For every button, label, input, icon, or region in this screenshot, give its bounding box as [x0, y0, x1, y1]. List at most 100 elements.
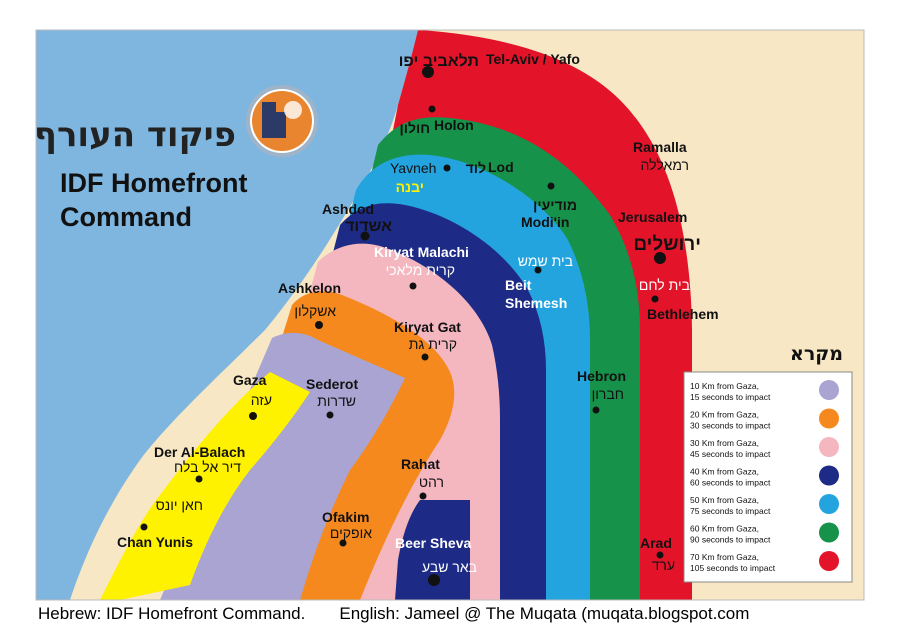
label-telaviv-en: Tel-Aviv / Yafo [486, 51, 580, 67]
city-dot-ofakim [339, 539, 347, 547]
city-dot-holon [428, 105, 436, 113]
legend-item-line2: 75 seconds to impact [690, 506, 771, 516]
city-dot-jerusalem [654, 252, 666, 264]
legend-item-line1: 50 Km from Gaza, [690, 495, 759, 505]
label-gaza-en: Gaza [233, 372, 267, 388]
label-yavneh-en: Yavneh [390, 160, 436, 176]
legend-swatch [819, 522, 839, 543]
caption-english-credit: English: Jameel @ The Muqata (muqata.blo… [339, 604, 750, 623]
legend-item-line1: 30 Km from Gaza, [690, 438, 759, 448]
title-hebrew: פיקוד העורף [34, 115, 236, 155]
label-beer-sheva-he: באר שבע [422, 559, 477, 575]
legend-swatch [819, 494, 839, 514]
label-modiin-he: מודיעין [533, 197, 577, 213]
label-lod-he: לוד [466, 160, 486, 176]
city-dot-modiin [547, 182, 555, 190]
image-caption: Hebrew: IDF Homefront Command. English: J… [38, 604, 783, 624]
label-ashkelon-he: אשקלון [294, 303, 336, 319]
label-beit-shemesh-en1: Beit [505, 277, 532, 293]
legend-item-line2: 60 seconds to impact [690, 478, 771, 488]
legend-item-line2: 15 seconds to impact [690, 392, 771, 402]
city-dot-kiryat-malachi [409, 282, 417, 290]
city-dot-beer-sheva [428, 574, 440, 586]
label-der-al-balach-en: Der Al-Balach [154, 444, 245, 460]
city-dot-der-al-balach [195, 475, 203, 483]
range-zone-10km [160, 332, 405, 600]
caption-hebrew-credit: Hebrew: IDF Homefront Command. [38, 604, 306, 623]
legend-swatch [819, 408, 839, 429]
legend-swatch [819, 551, 839, 571]
label-hebron-en: Hebron [577, 368, 626, 384]
title-line2: Command [60, 202, 192, 232]
city-dot-hebron [592, 406, 600, 414]
legend-item-line1: 10 Km from Gaza, [690, 381, 759, 391]
label-der-al-balach-he: דיר אל בלח [174, 459, 241, 475]
label-beit-shemesh-he: בית שמש [518, 253, 573, 269]
legend: מקרא 10 Km from Gaza,15 seconds to impac… [683, 343, 853, 583]
label-jerusalem-he: ירושלים [633, 234, 701, 255]
city-dot-gaza [249, 412, 257, 420]
label-kiryat-gat-he: קרית גת [409, 336, 457, 352]
city-dot-ashkelon [315, 321, 323, 329]
city-dot-telaviv [422, 66, 434, 78]
city-dot-bethlehem [651, 295, 659, 303]
label-lod-en: Lod [488, 159, 514, 175]
label-rahat-he: רהט [419, 474, 444, 490]
label-telaviv-he: תלאביב יפו [399, 52, 479, 70]
city-dot-arad [656, 551, 664, 559]
legend-item-line1: 40 Km from Gaza, [690, 467, 759, 477]
label-yavneh-he: יבנה [396, 179, 424, 195]
label-gaza-he: עזה [251, 392, 272, 408]
label-ofakim-he: אופקים [330, 525, 372, 541]
label-kiryat-malachi-en: Kiryat Malachi [374, 244, 469, 260]
label-rahat-en: Rahat [401, 456, 440, 472]
city-markers [140, 66, 666, 586]
label-beer-sheva-en: Beer Sheva [395, 535, 471, 551]
legend-item-line1: 60 Km from Gaza, [690, 524, 759, 534]
legend-item-line2: 105 seconds to impact [690, 563, 776, 573]
gaza-strip [100, 372, 310, 600]
legend-swatch [819, 380, 839, 400]
label-bethlehem-he: בית לחם [639, 277, 690, 293]
label-kiryat-gat-en: Kiryat Gat [394, 319, 461, 335]
label-ashdod-en: Ashdod [322, 201, 374, 217]
city-dot-chan-yunis [140, 523, 148, 531]
legend-item-line2: 45 seconds to impact [690, 449, 771, 459]
label-ramalla-en: Ramalla [633, 139, 687, 155]
city-dot-rahat [419, 492, 427, 500]
city-dot-sederot [326, 411, 334, 419]
label-kiryat-malachi-he: קרית מלאכי [386, 262, 455, 278]
label-hebron-he: חברון [592, 386, 624, 402]
range-zone-40km-south [395, 500, 470, 600]
legend-title: מקרא [790, 343, 843, 365]
legend-swatch [819, 465, 839, 486]
city-dot-kiryat-gat [421, 353, 429, 361]
label-modiin-en: Modi'in [521, 214, 569, 230]
label-arad-en: Arad [640, 535, 672, 551]
label-ashkelon-en: Ashkelon [278, 280, 341, 296]
mediterranean-sea [36, 30, 418, 600]
label-beit-shemesh-en2: Shemesh [505, 295, 567, 311]
label-jerusalem-en: Jerusalem [618, 209, 687, 225]
city-dot-beit-shemesh [534, 266, 542, 274]
label-chan-yunis-he: חאן יונס [156, 497, 203, 513]
legend-item-line1: 20 Km from Gaza, [690, 410, 759, 420]
label-chan-yunis-en: Chan Yunis [117, 534, 193, 550]
label-ofakim-en: Ofakim [322, 509, 369, 525]
label-sederot-he: שדרות [317, 393, 356, 409]
legend-item-line2: 90 seconds to impact [690, 535, 771, 545]
label-holon-en: Holon [434, 117, 474, 133]
homefront-command-emblem [246, 85, 318, 157]
label-holon-he: חולון [400, 120, 430, 136]
legend-item-line1: 70 Km from Gaza, [690, 552, 759, 562]
label-arad-he: ערד [652, 557, 675, 573]
label-bethlehem-en: Bethlehem [647, 306, 719, 322]
label-ashdod-he: אשדוד [345, 218, 392, 235]
label-sederot-en: Sederot [306, 376, 358, 392]
legend-item-line2: 30 seconds to impact [690, 421, 771, 431]
city-dot-ashdod [360, 231, 370, 241]
legend-swatch [819, 437, 839, 457]
city-dot-lod [443, 164, 451, 172]
title-line1: IDF Homefront [60, 168, 247, 198]
